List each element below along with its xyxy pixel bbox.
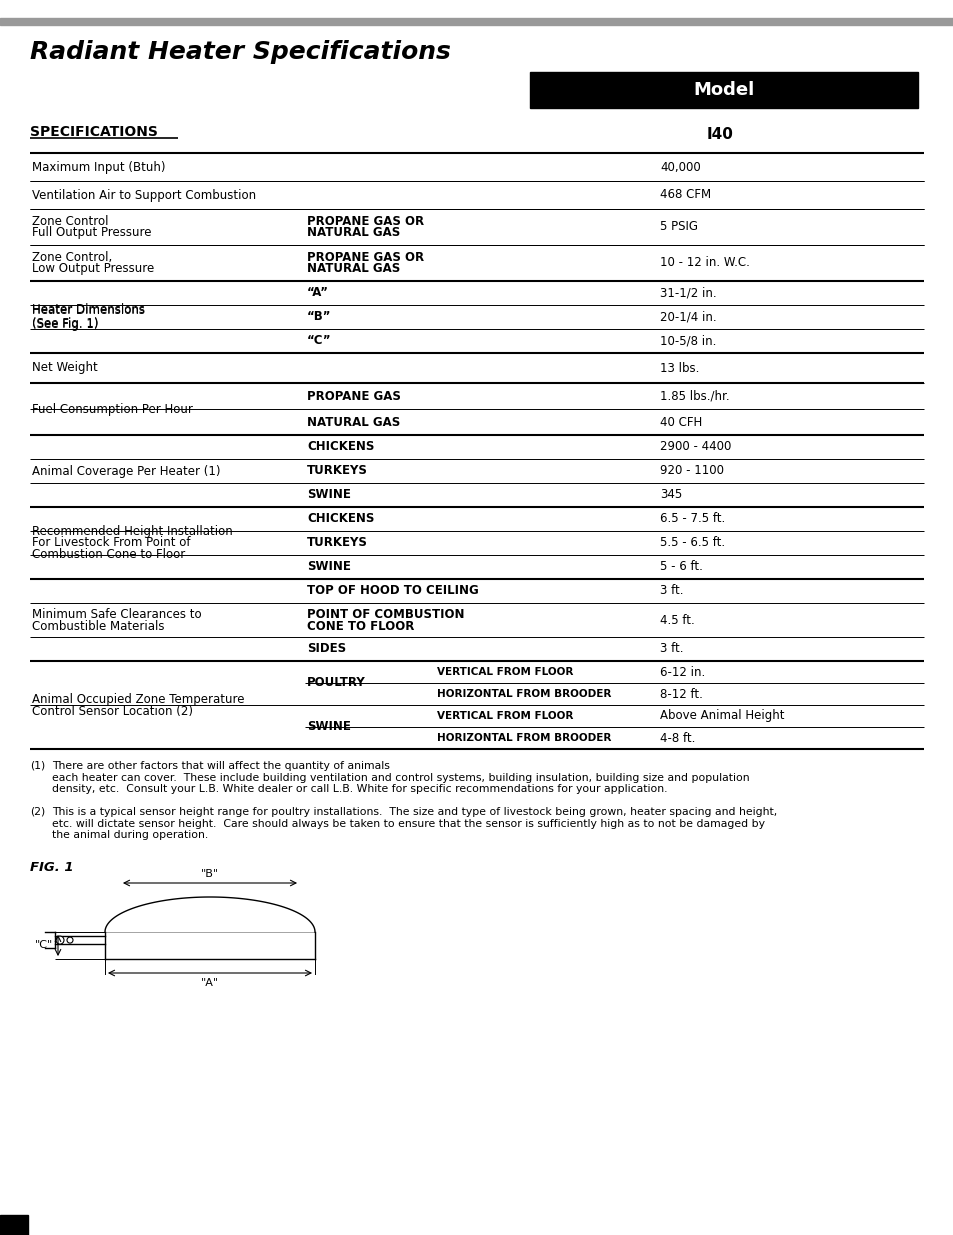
Text: 20-1/4 in.: 20-1/4 in. xyxy=(659,310,716,324)
Text: 31-1/2 in.: 31-1/2 in. xyxy=(659,287,716,300)
Text: TURKEYS: TURKEYS xyxy=(307,464,368,478)
Text: CHICKENS: CHICKENS xyxy=(307,441,374,453)
Text: 345: 345 xyxy=(659,489,681,501)
Text: 5 PSIG: 5 PSIG xyxy=(659,221,698,233)
Text: POINT OF COMBUSTION: POINT OF COMBUSTION xyxy=(307,608,464,620)
Text: NATURAL GAS: NATURAL GAS xyxy=(307,415,400,429)
Text: 4: 4 xyxy=(10,1218,19,1233)
Text: HORIZONTAL FROM BROODER: HORIZONTAL FROM BROODER xyxy=(436,734,611,743)
Text: Zone Control,: Zone Control, xyxy=(32,251,112,264)
Circle shape xyxy=(67,937,73,944)
Text: VERTICAL FROM FLOOR: VERTICAL FROM FLOOR xyxy=(436,711,573,721)
Text: POULTRY: POULTRY xyxy=(307,677,365,689)
Text: Control Sensor Location (2): Control Sensor Location (2) xyxy=(32,704,193,718)
Text: (See Fig. 1): (See Fig. 1) xyxy=(32,316,98,330)
Text: There are other factors that will affect the quantity of animals
each heater can: There are other factors that will affect… xyxy=(52,761,749,794)
Text: Ventilation Air to Support Combustion: Ventilation Air to Support Combustion xyxy=(32,189,255,201)
Text: Recommended Height Installation: Recommended Height Installation xyxy=(32,526,233,538)
Text: Radiant Heater Specifications: Radiant Heater Specifications xyxy=(30,40,451,64)
Text: Heater Dimensions
(See Fig. 1): Heater Dimensions (See Fig. 1) xyxy=(32,303,145,331)
Text: 8-12 ft.: 8-12 ft. xyxy=(659,688,702,700)
Text: Animal Coverage Per Heater (1): Animal Coverage Per Heater (1) xyxy=(32,464,220,478)
Text: "B": "B" xyxy=(201,869,219,879)
Text: SIDES: SIDES xyxy=(307,642,346,656)
Text: SWINE: SWINE xyxy=(307,720,351,734)
Text: FIG. 1: FIG. 1 xyxy=(30,861,73,874)
Text: 4.5 ft.: 4.5 ft. xyxy=(659,614,694,626)
Text: “A”: “A” xyxy=(307,287,329,300)
Text: This is a typical sensor height range for poultry installations.  The size and t: This is a typical sensor height range fo… xyxy=(52,806,777,840)
Text: For Livestock From Point of: For Livestock From Point of xyxy=(32,536,191,550)
Text: TURKEYS: TURKEYS xyxy=(307,536,368,550)
Text: “C”: “C” xyxy=(307,335,332,347)
Text: CONE TO FLOOR: CONE TO FLOOR xyxy=(307,620,414,632)
Text: Minimum Safe Clearances to: Minimum Safe Clearances to xyxy=(32,608,201,620)
Text: Combustion Cone to Floor: Combustion Cone to Floor xyxy=(32,547,185,561)
Bar xyxy=(0,1215,28,1235)
Text: 40,000: 40,000 xyxy=(659,161,700,173)
Text: Heater Dimensions: Heater Dimensions xyxy=(32,305,145,317)
Text: Fuel Consumption Per Hour: Fuel Consumption Per Hour xyxy=(32,403,193,415)
Text: NATURAL GAS: NATURAL GAS xyxy=(307,262,400,275)
Text: 3 ft.: 3 ft. xyxy=(659,584,682,598)
Text: 4-8 ft.: 4-8 ft. xyxy=(659,731,695,745)
Text: Low Output Pressure: Low Output Pressure xyxy=(32,262,154,275)
Text: SWINE: SWINE xyxy=(307,489,351,501)
Text: 3 ft.: 3 ft. xyxy=(659,642,682,656)
Text: Net Weight: Net Weight xyxy=(32,362,97,374)
Text: (1): (1) xyxy=(30,761,45,771)
Text: "C": "C" xyxy=(34,941,53,951)
Text: Zone Control: Zone Control xyxy=(32,215,109,228)
Text: 10-5/8 in.: 10-5/8 in. xyxy=(659,335,716,347)
Text: 5 - 6 ft.: 5 - 6 ft. xyxy=(659,561,702,573)
Text: "A": "A" xyxy=(201,978,219,988)
Text: VERTICAL FROM FLOOR: VERTICAL FROM FLOOR xyxy=(436,667,573,677)
Text: Above Animal Height: Above Animal Height xyxy=(659,709,783,722)
Text: PROPANE GAS OR: PROPANE GAS OR xyxy=(307,215,424,228)
Text: TOP OF HOOD TO CEILING: TOP OF HOOD TO CEILING xyxy=(307,584,478,598)
Text: HORIZONTAL FROM BROODER: HORIZONTAL FROM BROODER xyxy=(436,689,611,699)
Text: 6-12 in.: 6-12 in. xyxy=(659,666,704,678)
Bar xyxy=(530,72,917,107)
Text: Full Output Pressure: Full Output Pressure xyxy=(32,226,152,240)
Text: 920 - 1100: 920 - 1100 xyxy=(659,464,723,478)
Bar xyxy=(0,19,953,25)
Text: 13 lbs.: 13 lbs. xyxy=(659,362,699,374)
Text: 6.5 - 7.5 ft.: 6.5 - 7.5 ft. xyxy=(659,513,724,526)
Text: 2900 - 4400: 2900 - 4400 xyxy=(659,441,731,453)
Text: “B”: “B” xyxy=(307,310,331,324)
Text: 5.5 - 6.5 ft.: 5.5 - 6.5 ft. xyxy=(659,536,724,550)
Text: 40 CFH: 40 CFH xyxy=(659,415,701,429)
Text: Model: Model xyxy=(693,82,754,99)
Text: PROPANE GAS: PROPANE GAS xyxy=(307,389,400,403)
Text: Maximum Input (Btuh): Maximum Input (Btuh) xyxy=(32,161,165,173)
Text: Animal Occupied Zone Temperature: Animal Occupied Zone Temperature xyxy=(32,693,244,705)
Text: CHICKENS: CHICKENS xyxy=(307,513,374,526)
Text: (2): (2) xyxy=(30,806,45,818)
Text: SWINE: SWINE xyxy=(307,561,351,573)
Text: 1.85 lbs./hr.: 1.85 lbs./hr. xyxy=(659,389,729,403)
Text: SPECIFICATIONS: SPECIFICATIONS xyxy=(30,125,157,140)
Text: I40: I40 xyxy=(706,127,733,142)
Text: 10 - 12 in. W.C.: 10 - 12 in. W.C. xyxy=(659,257,749,269)
Circle shape xyxy=(56,936,64,944)
Text: PROPANE GAS OR: PROPANE GAS OR xyxy=(307,251,424,264)
Text: NATURAL GAS: NATURAL GAS xyxy=(307,226,400,240)
Text: Combustible Materials: Combustible Materials xyxy=(32,620,164,632)
Text: 468 CFM: 468 CFM xyxy=(659,189,710,201)
